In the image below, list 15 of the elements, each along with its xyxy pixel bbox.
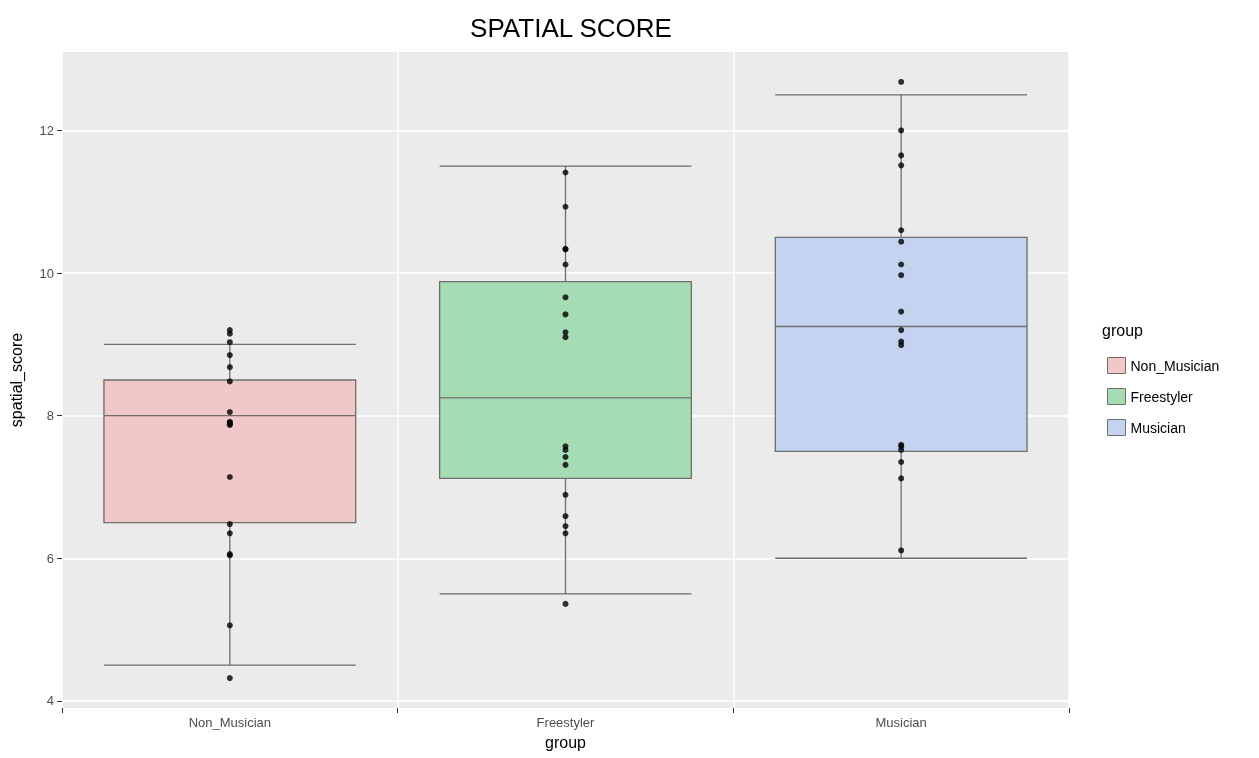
chart-title: SPATIAL SCORE [470,13,672,43]
y-tick-label: 8 [46,408,54,424]
legend-label: Non_Musician [1130,357,1220,374]
y-axis-title: spatial_score [7,332,26,428]
legend-label: Musician [1130,419,1186,436]
x-tick-label: Freestyler [536,715,596,730]
x-axis-title: group [545,733,587,751]
y-tick-label: 4 [46,693,54,709]
x-tick-label: Non_Musician [188,715,272,730]
legend-label: Freestyler [1130,388,1194,405]
x-tick-label: Musician [875,715,927,730]
y-tick-label: 10 [39,265,54,281]
y-tick-label: 12 [39,122,54,138]
y-tick-label: 6 [46,550,54,566]
legend-title: group [1102,321,1144,339]
